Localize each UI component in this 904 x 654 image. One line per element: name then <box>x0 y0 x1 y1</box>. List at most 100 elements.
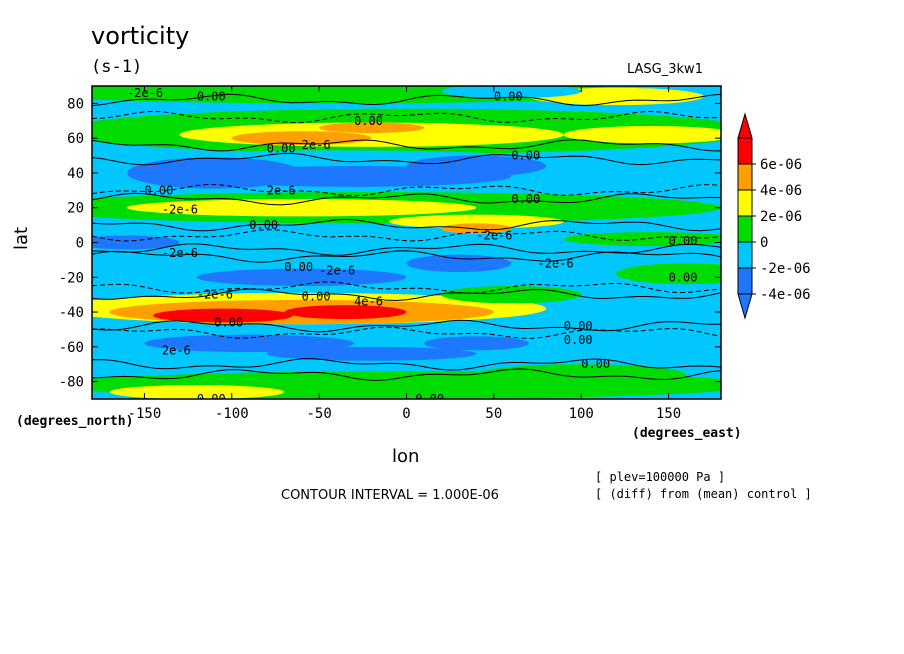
vorticity-region <box>109 385 285 399</box>
colorbar-label: -4e-06 <box>760 287 811 303</box>
diff-note: [ (diff) from (mean) control ] <box>595 487 812 501</box>
y-axis-units: (degrees_north) <box>16 414 134 429</box>
level-note: [ plev=100000 Pa ] <box>595 470 726 484</box>
vorticity-region <box>563 125 721 144</box>
vorticity-region <box>284 305 407 320</box>
contour-line <box>92 319 721 333</box>
contour-label: -2e-6 <box>197 288 233 302</box>
contour-label: 0.00 <box>564 333 593 347</box>
contour-line <box>92 229 721 242</box>
colorbar-box <box>737 267 753 295</box>
colorbar-label: 2e-06 <box>760 209 802 225</box>
contour-label: 0.00 <box>302 289 331 303</box>
contour-label: 2e-6 <box>302 138 331 152</box>
colorbar-extend-min <box>737 293 753 320</box>
contour-label: 0.00 <box>197 392 226 406</box>
contour-label: 4e-6 <box>354 295 383 309</box>
contour-label: -2e-6 <box>162 202 198 216</box>
x-tick-label: 150 <box>656 406 681 422</box>
contour-line <box>92 250 721 263</box>
vorticity-region <box>92 235 180 250</box>
contour-label: 0.00 <box>267 142 296 156</box>
y-tick-label: -80 <box>59 375 84 391</box>
contour-label: 2e-6 <box>162 343 191 357</box>
colorbar-box <box>737 137 753 165</box>
contour-label: 0.00 <box>511 192 540 206</box>
vorticity-region <box>319 122 424 133</box>
contour-line <box>92 358 721 371</box>
contour-label: 0.00 <box>564 319 593 333</box>
vorticity-region <box>441 285 582 304</box>
contour-line <box>92 288 721 302</box>
contour-label: 0.00 <box>581 357 610 371</box>
x-axis-label: lon <box>392 446 420 467</box>
y-tick-label: -20 <box>59 270 84 286</box>
contour-label: 0.00 <box>249 218 278 232</box>
contour-line <box>92 281 721 294</box>
contour-label: 0.00 <box>494 89 523 103</box>
contour-line <box>92 110 721 124</box>
contour-line <box>92 93 721 107</box>
vorticity-region <box>616 263 721 285</box>
contour-interval-label: CONTOUR INTERVAL = 1.000E-06 <box>281 488 499 503</box>
colorbar: 6e-06 4e-06 2e-06 0 -2e-06 -4e-06 <box>737 112 811 320</box>
x-tick-label: 50 <box>485 406 502 422</box>
vorticity-region <box>563 232 721 246</box>
x-tick-label: 100 <box>569 406 594 422</box>
contour-line <box>92 152 721 166</box>
vorticity-region <box>389 214 564 229</box>
y-tick-label: 0 <box>76 236 84 252</box>
contour-label: 0.00 <box>415 392 444 406</box>
vorticity-region <box>406 254 512 273</box>
contour-label: 0.00 <box>214 315 243 329</box>
y-tick-label: 60 <box>67 131 84 147</box>
contour-line <box>92 218 721 232</box>
colorbar-box <box>737 215 753 243</box>
colorbar-label: 6e-06 <box>760 157 802 173</box>
contour-label: 0.00 <box>144 183 173 197</box>
contour-label: 0.00 <box>511 149 540 163</box>
vorticity-region <box>92 233 721 252</box>
colorbar-label: 0 <box>760 235 768 251</box>
y-tick-label: 40 <box>67 166 84 182</box>
x-tick-label: -100 <box>215 406 249 422</box>
y-axis-ticks: 80 60 40 20 0 -20 -40 -60 -80 <box>59 96 721 391</box>
x-tick-label: -150 <box>128 406 162 422</box>
contour-line <box>92 326 721 339</box>
contour-label: 0.00 <box>197 89 226 103</box>
contour-line <box>92 183 721 197</box>
contour-label: -2e-6 <box>162 246 198 260</box>
y-tick-label: 80 <box>67 96 84 112</box>
vorticity-region <box>231 131 372 146</box>
colorbar-box <box>737 163 753 191</box>
contour-label: 2e-6 <box>267 183 296 197</box>
vorticity-region <box>153 308 293 323</box>
vorticity-region <box>266 346 477 361</box>
vorticity-region <box>126 199 477 217</box>
y-tick-label: 20 <box>67 201 84 217</box>
vorticity-region <box>196 268 407 286</box>
x-tick-label: 0 <box>402 406 410 422</box>
contour-lines <box>92 93 721 382</box>
vorticity-region <box>423 336 529 351</box>
contour-line <box>92 139 721 152</box>
y-tick-label: -40 <box>59 305 84 321</box>
contour-label: 0.00 <box>354 114 383 128</box>
contour-label: -2e-6 <box>127 86 163 100</box>
contour-labels: -2e-6 0.00 0.000.000.00 2e-60.000.00 2e-6-2e… <box>127 86 698 406</box>
colorbar-extend-max <box>737 112 753 139</box>
vorticity-region <box>441 223 512 234</box>
colorbar-label: 4e-06 <box>760 183 802 199</box>
dataset-label: LASG_3kw1 <box>627 62 703 77</box>
colorbar-box <box>737 241 753 269</box>
colorbar-label: -2e-06 <box>760 261 811 277</box>
vorticity-region <box>144 334 355 353</box>
chart-title: vorticity <box>91 22 190 50</box>
contour-label: 0.00 <box>669 270 698 284</box>
vorticity-field <box>92 86 721 399</box>
contour-label: 0.00 <box>669 234 698 248</box>
vorticity-region <box>406 155 547 177</box>
x-tick-label: -50 <box>306 406 331 422</box>
contour-label: -2e-6 <box>319 263 355 277</box>
